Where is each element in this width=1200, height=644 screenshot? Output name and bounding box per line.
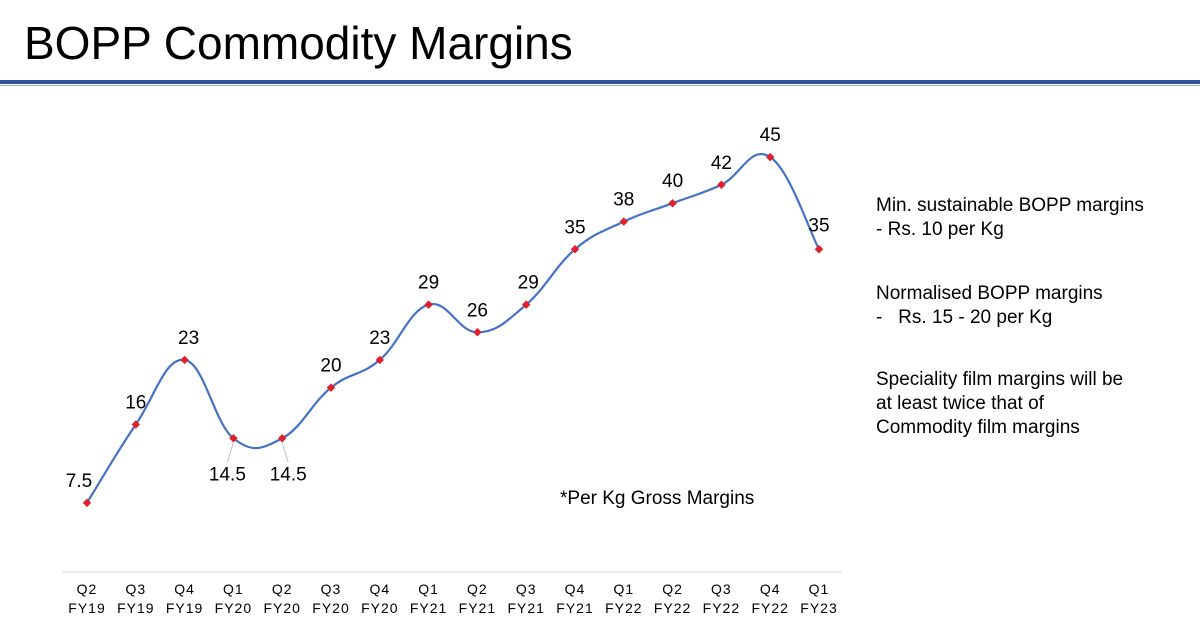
- title-underline: [0, 80, 1200, 84]
- x-tick-label-quarter: Q2: [467, 581, 488, 597]
- x-tick-label-quarter: Q3: [125, 581, 146, 597]
- x-tick-label-year: FY21: [459, 600, 496, 616]
- data-label: 16: [125, 392, 146, 413]
- note-min-line2: - Rs. 10 per Kg: [876, 219, 1004, 240]
- x-tick-label-year: FY22: [605, 600, 642, 616]
- x-tick-label-quarter: Q3: [516, 581, 537, 597]
- note-min-line1: Min. sustainable BOPP margins: [876, 195, 1144, 216]
- note-min-margins: Min. sustainable BOPP margins - Rs. 10 p…: [876, 194, 1144, 242]
- data-markers: [82, 152, 824, 508]
- data-labels: 7.5 16 23 14.5 14.5 20 23 29 26 29 35 38 40 42 45 35: [66, 125, 830, 492]
- data-label: 7.5: [66, 471, 92, 492]
- note-norm-line1: Normalised BOPP margins: [876, 283, 1103, 304]
- x-tick-labels: Q2 FY19 Q3 FY19 Q4 FY19 Q1 FY20 Q2 FY20 Q3 FY20 Q4 FY…: [68, 581, 837, 616]
- data-point-marker: [375, 355, 385, 365]
- data-point-marker: [619, 217, 629, 226]
- x-tick-label-year: FY20: [215, 600, 252, 616]
- note-spec-line2: at least twice that of: [876, 393, 1044, 414]
- note-spec-line3: Commodity film margins: [876, 417, 1080, 438]
- x-tick-label-quarter: Q1: [809, 581, 830, 597]
- data-point-marker: [326, 383, 336, 392]
- data-label: 20: [320, 356, 341, 377]
- footnote: *Per Kg Gross Margins: [560, 488, 755, 509]
- x-tick-label-year: FY20: [361, 600, 398, 616]
- note-normalised-margins: Normalised BOPP margins - Rs. 15 - 20 pe…: [876, 282, 1103, 330]
- x-tick-label-quarter: Q4: [760, 581, 781, 597]
- data-point-marker: [82, 498, 92, 508]
- label-leader-lines: [226, 442, 289, 463]
- data-point-marker: [717, 180, 726, 190]
- x-tick-label-year: FY22: [654, 600, 691, 616]
- x-tick-label-year: FY22: [703, 600, 740, 616]
- data-point-marker: [229, 434, 238, 443]
- x-tick-label-year: FY21: [507, 600, 544, 616]
- margin-series-line: [86, 153, 820, 504]
- x-tick-label-year: FY19: [166, 600, 203, 616]
- note-norm-line2: - Rs. 15 - 20 per Kg: [876, 307, 1053, 328]
- data-point-marker: [473, 328, 482, 337]
- title-underline-thin: [0, 85, 1200, 86]
- data-point-marker: [668, 198, 677, 208]
- data-label: 26: [467, 300, 488, 321]
- data-point-marker: [814, 245, 824, 254]
- x-tick-label-year: FY19: [117, 600, 154, 616]
- data-label: 40: [662, 171, 683, 192]
- data-label: 29: [518, 273, 539, 294]
- x-tick-label-quarter: Q4: [369, 581, 390, 597]
- data-label: 14.5: [270, 464, 307, 485]
- data-label: 42: [711, 153, 732, 174]
- x-tick-label-year: FY22: [751, 600, 788, 616]
- note-speciality-margins: Speciality film margins will be at least…: [876, 368, 1123, 440]
- data-label: 35: [564, 217, 585, 238]
- data-label: 35: [808, 215, 829, 236]
- data-label: 23: [178, 328, 199, 349]
- note-spec-line1: Speciality film margins will be: [876, 369, 1124, 390]
- x-tick-label-quarter: Q1: [223, 581, 244, 597]
- data-label: 23: [369, 328, 390, 349]
- x-tick-label-quarter: Q3: [321, 581, 342, 597]
- label-leader-line: [281, 442, 289, 463]
- x-tick-label-quarter: Q1: [613, 581, 634, 597]
- x-tick-label-quarter: Q3: [711, 581, 732, 597]
- x-tick-label-year: FY20: [263, 600, 300, 616]
- x-tick-label-quarter: Q2: [272, 581, 293, 597]
- x-tick-label-quarter: Q4: [174, 581, 195, 597]
- x-tick-label-quarter: Q2: [77, 581, 98, 597]
- x-tick-label-quarter: Q4: [565, 581, 586, 597]
- data-label: 29: [418, 273, 439, 294]
- data-label: 14.5: [209, 464, 246, 485]
- x-tick-label-year: FY20: [312, 600, 349, 616]
- data-label: 45: [760, 125, 781, 146]
- label-leader-line: [226, 442, 234, 463]
- data-point-marker: [131, 420, 141, 429]
- data-label: 38: [613, 190, 634, 211]
- page-title: BOPP Commodity Margins: [24, 17, 573, 69]
- x-tick-label-year: FY21: [556, 600, 593, 616]
- data-point-marker: [277, 434, 287, 443]
- data-point-marker: [521, 300, 531, 309]
- x-tick-label-quarter: Q1: [418, 581, 439, 597]
- x-tick-label-quarter: Q2: [662, 581, 683, 597]
- x-tick-label-year: FY21: [410, 600, 447, 616]
- x-tick-label-year: FY23: [800, 600, 837, 616]
- data-point-marker: [424, 300, 433, 309]
- x-tick-label-year: FY19: [68, 600, 105, 616]
- data-point-marker: [180, 355, 189, 365]
